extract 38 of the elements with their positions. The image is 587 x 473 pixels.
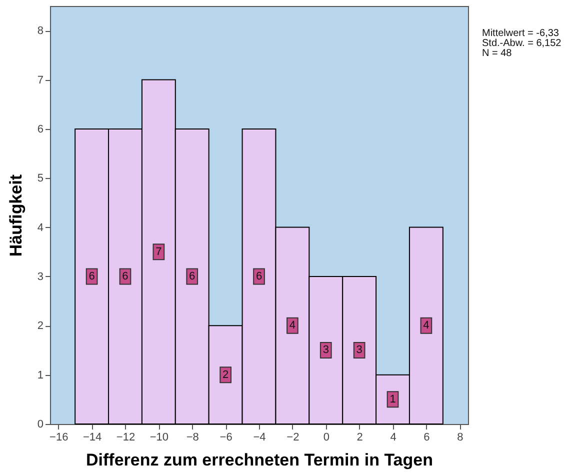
y-tick-label: 8: [37, 25, 44, 38]
y-tick-label: 6: [37, 123, 44, 136]
x-tick-label: 0: [323, 432, 330, 444]
x-tick-label: −12: [116, 432, 136, 444]
x-tick-label: −10: [150, 432, 169, 444]
x-tick-label: 6: [424, 432, 430, 444]
data-label: 6: [189, 270, 196, 282]
y-tick-label: 2: [37, 320, 44, 332]
x-tick-label: −2: [286, 432, 300, 444]
y-tick-label: 4: [37, 222, 44, 234]
x-tick-label: −4: [253, 432, 266, 444]
y-tick-label: 3: [37, 270, 44, 283]
y-tick-label: 1: [37, 369, 44, 382]
y-tick-label: 7: [37, 74, 44, 86]
data-label: 6: [256, 270, 262, 282]
text: Std.-Abw. = 6,152: [482, 38, 562, 49]
data-label: 3: [322, 344, 329, 356]
text: Mittelwert = -6,33: [482, 28, 560, 39]
x-tick-label: −6: [220, 432, 232, 444]
x-tick-label: −8: [186, 432, 199, 444]
y-axis-title: Häufigkeit: [6, 174, 26, 257]
x-tick-label: 4: [390, 432, 396, 444]
data-label: 7: [156, 246, 162, 258]
data-label: 6: [122, 270, 128, 282]
data-label: 6: [88, 270, 95, 282]
data-label: 1: [390, 393, 396, 406]
x-tick-label: −16: [50, 432, 68, 444]
data-label: 2: [222, 368, 229, 381]
y-tick-label: 0: [37, 418, 44, 430]
text: N = 48: [482, 48, 512, 59]
data-label: 4: [289, 320, 296, 332]
x-tick-label: 8: [457, 432, 464, 444]
data-label: 3: [356, 344, 362, 356]
data-label: 4: [423, 320, 430, 332]
y-tick-label: 5: [37, 172, 44, 185]
x-tick-label: −14: [82, 432, 102, 444]
x-axis-title: Differenz zum errechneten Termin in Tagen: [86, 450, 433, 470]
x-tick-label: 2: [356, 432, 363, 444]
